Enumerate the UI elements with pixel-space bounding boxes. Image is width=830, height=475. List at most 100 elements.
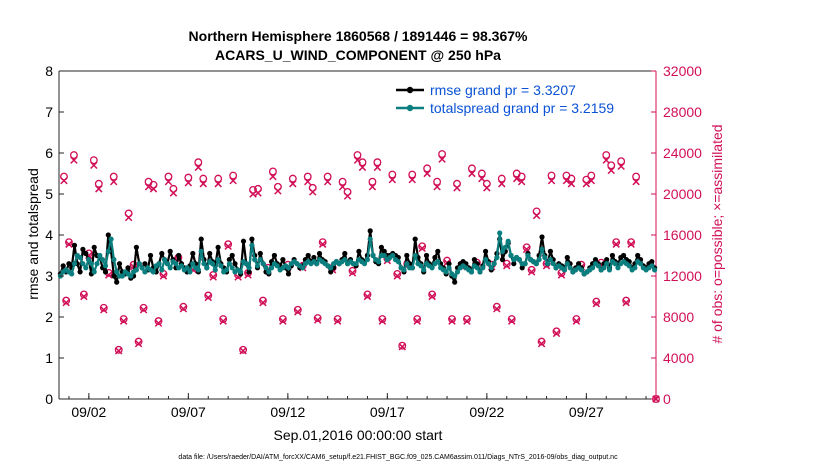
obs-possible-point [139,303,148,312]
rmse-point [592,257,599,263]
obs-assimilated-point [567,180,576,188]
obs-possible-point [527,265,536,274]
obs-possible-point [423,164,432,173]
obs-assimilated-point [607,166,615,175]
y-right-tick-label: 8000 [663,309,694,325]
totalspread-point [567,265,573,271]
rmse-point [446,261,452,267]
y-left-tick-label: 5 [45,186,53,202]
obs-possible-point [94,179,103,188]
totalspread-point [167,265,173,271]
totalspread-point [353,261,359,267]
obs-assimilated-point [70,156,78,164]
totalspread-point [246,265,252,271]
totalspread-point [606,267,613,273]
obs-possible-point [62,296,71,305]
obs-assimilated-point [413,317,421,325]
obs-possible-point [99,303,108,312]
obs-possible-point [398,341,407,350]
rmse-point [240,238,247,244]
totalspread-point [100,257,106,263]
obs-possible-point [184,173,193,182]
x-tick-label: 09/12 [270,404,305,420]
totalspread-point [505,238,511,244]
obs-possible-point [204,291,213,300]
rmse-point [133,244,139,250]
totalspread-point [342,257,348,263]
totalspread-point [381,252,387,259]
obs-assimilated-point [433,183,441,191]
y-left-tick-label: 4 [45,227,53,243]
obs-possible-point [194,158,203,167]
totalspread-point [536,257,542,263]
obs-assimilated-point [114,347,123,355]
totalspread-point [119,273,125,279]
totalspread-point [269,265,275,271]
obs-possible-point [179,302,188,311]
y-right-tick-label: 28000 [663,104,702,120]
rmse-point [435,248,441,254]
rmse-point [432,254,438,261]
obs-possible-point [229,171,238,180]
y-right-tick-label: 32000 [663,63,702,79]
rmse-point [232,261,238,267]
obs-assimilated-point [547,176,556,185]
totalspread-point [370,252,376,259]
rmse-point [519,265,525,271]
totalspread-point [485,261,491,267]
x-tick-label: 09/22 [469,404,504,420]
obs-possible-point [438,150,447,158]
totalspread-point [187,269,193,275]
y-left-tick-label: 7 [45,104,53,120]
obs-possible-point [64,238,73,247]
obs-assimilated-point [632,177,640,186]
obs-possible-point [209,271,218,279]
obs-assimilated-point [343,192,352,200]
totalspread-point [522,261,528,267]
rmse-point [226,257,232,263]
obs-possible-point [373,158,382,167]
obs-possible-point [497,174,506,183]
totalspread-point [209,261,216,267]
obs-assimilated-point [254,189,262,197]
rmse-point [356,248,362,254]
obs-possible-point [333,315,342,323]
obs-possible-point [572,315,581,323]
obs-possible-point [239,345,248,354]
totalspread-point [139,265,145,271]
obs-assimilated-point [169,189,178,197]
legend: rmse grand pr = 3.3207 totalspread grand… [392,78,632,120]
rmse-point [635,252,641,259]
totalspread-point [77,254,83,261]
obs-possible-point [363,290,372,299]
obs-assimilated-point [119,317,128,325]
totalspread-point [652,267,658,273]
rmse-point [249,236,255,242]
y-left-tick-label: 8 [45,63,53,79]
obs-assimilated-point [537,339,546,348]
totalspread-point [238,269,244,275]
obs-possible-point [348,266,357,275]
obs-assimilated-point [358,163,367,172]
totalspread-point [215,257,221,263]
obs-possible-point [338,177,347,186]
obs-assimilated-point [448,317,456,325]
totalspread-point [409,265,415,271]
obs-possible-point [433,177,442,186]
obs-assimilated-point [333,317,342,325]
obs-assimilated-point [149,185,158,193]
totalspread-point [274,263,280,269]
totalspread-point [254,263,261,269]
obs-assimilated-point [62,298,70,307]
obs-assimilated-point [527,268,536,276]
totalspread-point [499,248,506,254]
plot-area [58,70,657,400]
totalspread-point [361,261,368,267]
obs-assimilated-point [617,162,625,171]
totalspread-point [590,265,596,271]
obs-assimilated-point [338,183,347,191]
totalspread-point [114,269,120,275]
obs-possible-point [199,174,208,183]
obs-assimilated-point [134,339,143,348]
obs-assimilated-point [388,175,397,184]
